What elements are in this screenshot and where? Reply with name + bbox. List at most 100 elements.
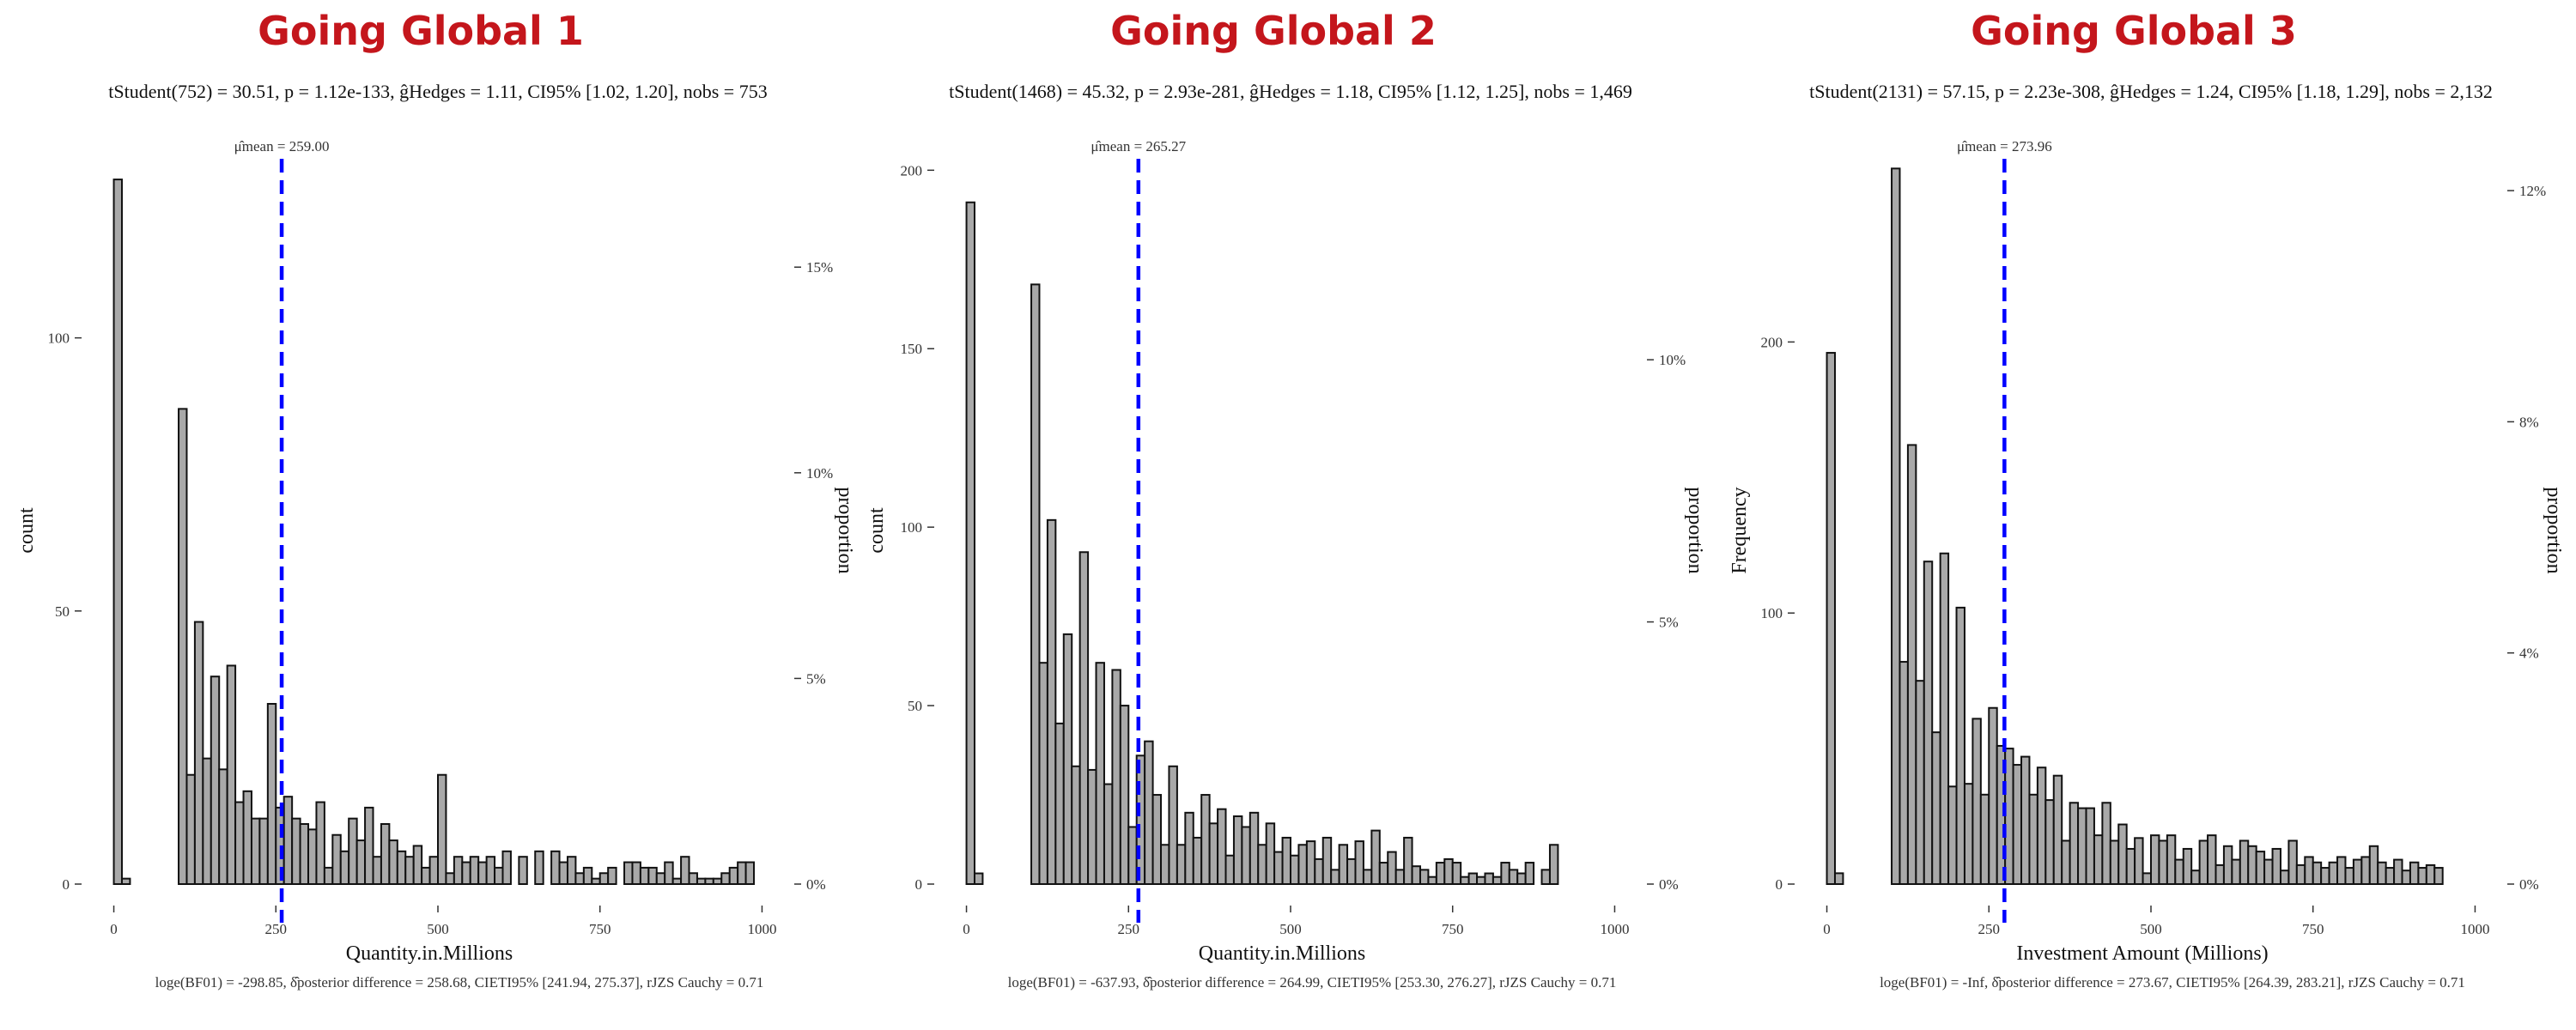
bar (202, 757, 212, 885)
bar (2360, 856, 2371, 886)
bar (1249, 811, 1260, 885)
bar (1168, 765, 1178, 885)
bar (647, 866, 658, 886)
bar (1524, 862, 1535, 885)
bar (2425, 863, 2436, 885)
bar (1370, 829, 1381, 886)
bar (639, 866, 650, 886)
bar (655, 872, 666, 885)
bar (1947, 785, 1958, 886)
bar (469, 856, 480, 886)
bar (1054, 722, 1065, 885)
bar (461, 861, 471, 886)
bar (1200, 794, 1211, 886)
bar (453, 856, 464, 886)
bar (2182, 847, 2193, 886)
bar (1119, 705, 1130, 886)
bar (728, 866, 739, 886)
bar (518, 856, 528, 886)
bar (2401, 869, 2411, 885)
bar (534, 850, 544, 885)
bar (1281, 836, 1291, 886)
bar (1321, 836, 1333, 886)
bar (1971, 718, 1982, 885)
y2-tick-label: 10% (806, 465, 833, 482)
x-tick-label: 500 (2140, 921, 2162, 937)
bar (664, 861, 674, 886)
chart-subtitle: tStudent(2131) = 57.15, p = 2.23e-308, ĝ… (1809, 81, 2493, 102)
bar (1330, 869, 1340, 885)
bar (2044, 799, 2055, 886)
bar (2222, 845, 2233, 886)
bar (680, 856, 690, 886)
bar (348, 817, 358, 885)
bar (291, 817, 301, 885)
x-tick-label: 250 (1978, 921, 2001, 937)
bar (712, 877, 723, 885)
bar (598, 872, 610, 885)
bar (2198, 839, 2209, 886)
y2-tick-label: 12% (2519, 183, 2546, 199)
bar (2158, 839, 2168, 886)
bar (1217, 808, 1227, 886)
bar (558, 861, 568, 886)
bar (412, 845, 423, 885)
bar (1232, 815, 1243, 886)
bar (1378, 862, 1389, 885)
bar (1435, 862, 1446, 885)
bar (623, 861, 634, 886)
y-tick-label: 0 (63, 876, 70, 893)
bar (178, 408, 188, 885)
bar (744, 861, 756, 886)
bar (2117, 823, 2128, 885)
bar (266, 703, 277, 885)
bar (250, 817, 261, 885)
bar (1338, 844, 1349, 886)
x-tick-label: 750 (589, 921, 611, 937)
bar (2077, 807, 2087, 885)
bar (185, 773, 196, 886)
bar (1062, 633, 1073, 885)
y2-tick-label: 10% (1659, 352, 1686, 368)
bar (965, 201, 975, 886)
x-tick-label: 250 (1118, 921, 1140, 937)
x-tick-label: 750 (1442, 921, 1464, 937)
bar (2385, 867, 2396, 885)
chart-title: Going Global 2 (1110, 8, 1437, 54)
bar (1500, 862, 1510, 885)
bar (494, 866, 504, 886)
bar (1176, 844, 1187, 886)
bar (607, 866, 617, 886)
bar (1184, 811, 1194, 885)
bar (1151, 794, 1163, 886)
bar (2336, 856, 2347, 886)
bar (421, 866, 431, 886)
bar (1988, 706, 1998, 885)
bar (1394, 869, 1406, 885)
bar (331, 833, 342, 886)
bar (226, 664, 237, 885)
bar (1460, 876, 1470, 885)
bars (1826, 167, 2444, 886)
y-tick-label: 50 (908, 698, 922, 714)
bar (2287, 839, 2298, 886)
bar (396, 850, 407, 885)
bar (1297, 844, 1308, 886)
y2-axis-label: proportion (834, 487, 856, 573)
bar (218, 768, 228, 886)
y2-axis-label: proportion (2543, 487, 2565, 573)
x-axis-label: Quantity.in.Millions (1199, 942, 1365, 965)
histogram-panel-2: Going Global 2 tStudent(1468) = 45.32, p … (866, 8, 1706, 991)
y-tick-label: 100 (901, 519, 923, 536)
y-tick-label: 150 (901, 341, 923, 357)
bar (210, 676, 221, 885)
bar (696, 877, 707, 885)
bar (1144, 740, 1154, 886)
bar (1160, 844, 1170, 886)
bar (2101, 802, 2111, 886)
bar (2279, 869, 2290, 885)
chart-caption: loge(BF01) = -298.85, δ̂posterior differ… (155, 974, 764, 991)
bar (428, 856, 439, 886)
y2-tick-label: 15% (806, 259, 833, 276)
